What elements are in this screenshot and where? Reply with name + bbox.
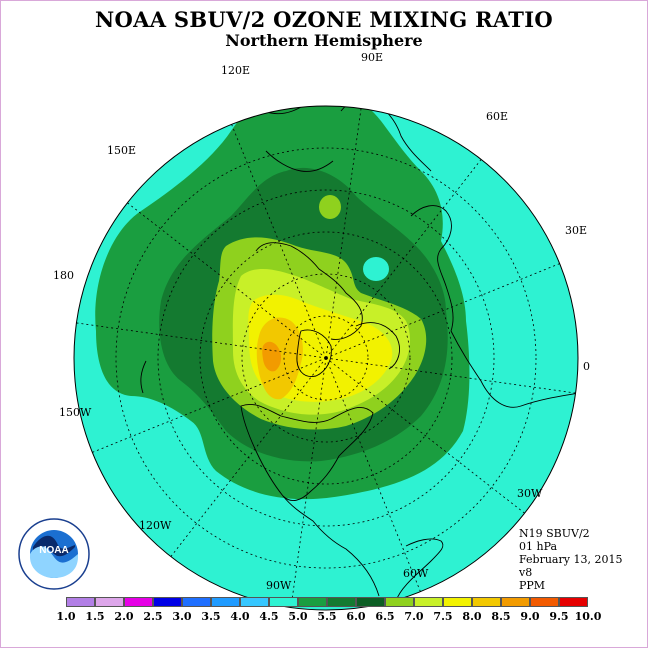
color-scale-label: 4.0	[230, 610, 250, 623]
color-scale-label: 1.5	[85, 610, 105, 623]
color-scale-swatch	[153, 597, 182, 607]
metadata-block: N19 SBUV/2 01 hPa February 13, 2015 v8 P…	[519, 527, 622, 592]
lon-label-60e: 60E	[486, 110, 509, 123]
color-scale-swatch	[66, 597, 95, 607]
map-title: NOAA SBUV/2 OZONE MIXING RATIO	[95, 7, 553, 32]
color-scale-swatch	[269, 597, 298, 607]
color-scale-label: 7.0	[404, 610, 424, 623]
color-scale-swatch	[124, 597, 153, 607]
meridian-line	[325, 357, 525, 514]
color-scale-swatch	[211, 597, 240, 607]
map-boundary-circle	[73, 105, 579, 611]
color-scale-swatch	[298, 597, 327, 607]
color-scale-swatch	[240, 597, 269, 607]
meridian-line	[127, 202, 327, 359]
color-scale-label: 4.5	[259, 610, 279, 623]
color-scale-label: 2.5	[143, 610, 163, 623]
lon-label-90w: 90W	[266, 579, 292, 592]
color-scale-label: 10.0	[574, 610, 602, 623]
coastlines	[140, 106, 578, 602]
lon-label-180: 180	[53, 269, 74, 282]
color-scale-swatch	[356, 597, 385, 607]
lon-label-90e: 90E	[361, 51, 384, 64]
meridian-line	[325, 357, 421, 592]
color-scale-swatch	[385, 597, 414, 607]
meridian-line	[170, 357, 327, 557]
color-scale-label: 5.0	[288, 610, 308, 623]
color-scale-label: 7.5	[433, 610, 453, 623]
meridian-line	[290, 357, 327, 608]
color-scale-label: 6.0	[346, 610, 366, 623]
meridian-line	[325, 108, 362, 359]
color-scale-swatch	[443, 597, 472, 607]
color-scale-swatch	[95, 597, 124, 607]
meridian-line	[92, 357, 327, 453]
noaa-logo: NOAA	[18, 518, 90, 590]
color-scale-swatch	[327, 597, 356, 607]
color-scale-label: 5.5	[317, 610, 337, 623]
color-scale-label: 9.0	[520, 610, 540, 623]
lon-label-30e: 30E	[565, 224, 588, 237]
units-label: PPM	[519, 579, 546, 592]
noaa-logo-text: NOAA	[39, 545, 68, 556]
color-scale-label: 3.0	[172, 610, 192, 623]
color-scale-label: 8.5	[491, 610, 511, 623]
satellite-label: N19 SBUV/2	[519, 527, 590, 540]
meridian-line	[325, 263, 560, 359]
color-scale-swatch	[501, 597, 530, 607]
color-scale-label: 6.5	[375, 610, 395, 623]
color-scale-swatch	[559, 597, 588, 607]
lon-label-150e: 150E	[107, 144, 137, 157]
meridian-line	[76, 322, 327, 359]
color-scale-swatch	[182, 597, 211, 607]
color-scale-label: 8.0	[462, 610, 482, 623]
color-scale-label: 1.0	[56, 610, 76, 623]
lon-label-0: 0	[583, 360, 590, 373]
lon-label-120w: 120W	[139, 519, 172, 532]
lon-label-30w: 30W	[517, 487, 543, 500]
color-scale-swatch	[530, 597, 559, 607]
color-scale-label: 9.5	[549, 610, 569, 623]
date-label: February 13, 2015	[519, 553, 623, 566]
color-scale-label: 2.0	[114, 610, 134, 623]
color-scale-swatch	[472, 597, 501, 607]
lon-label-150w: 150W	[59, 406, 92, 419]
meridian-line	[231, 124, 327, 359]
map-subtitle: Northern Hemisphere	[225, 31, 423, 50]
meridian-line	[325, 357, 576, 394]
meridian-line	[325, 159, 482, 359]
lon-label-120e: 120E	[221, 64, 251, 77]
lon-label-60w: 60W	[403, 567, 429, 580]
pressure-label: 01 hPa	[519, 540, 558, 553]
color-scale-label: 3.5	[201, 610, 221, 623]
color-scale-swatch	[414, 597, 443, 607]
version-label: v8	[519, 566, 533, 579]
graticule	[76, 108, 576, 608]
